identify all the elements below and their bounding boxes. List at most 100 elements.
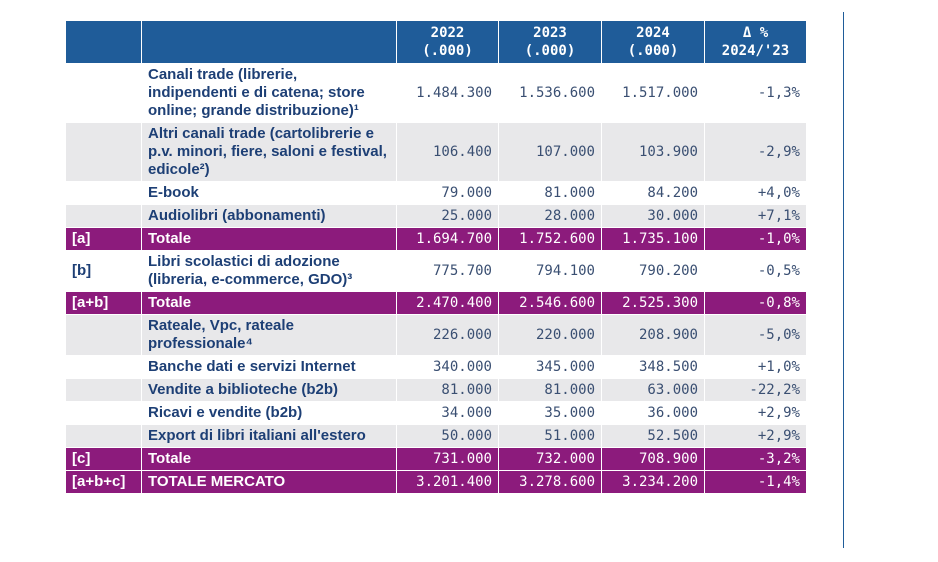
row-value: 52.500 <box>601 424 705 448</box>
table-row: Rateale, Vpc, rateale professionale⁴ 226.… <box>65 314 807 356</box>
row-label: Altri canali trade (cartolibrerie e p.v.… <box>141 122 397 182</box>
row-value: 2.546.600 <box>498 291 602 315</box>
header-row: 2022 (.000) 2023 (.000) 2024 (.000) Δ % 2024/'2… <box>65 20 807 64</box>
row-value: -0,8% <box>704 291 807 315</box>
table-row: [b] Libri scolastici di adozione (libreri… <box>65 250 807 292</box>
row-value: 348.500 <box>601 355 705 379</box>
row-label: Ricavi e vendite (b2b) <box>141 401 397 425</box>
table-row: [a] Totale 1.694.700 1.752.600 1.735.100 -1,0… <box>65 227 807 251</box>
row-value: 51.000 <box>498 424 602 448</box>
row-value: -5,0% <box>704 314 807 356</box>
row-value: 103.900 <box>601 122 705 182</box>
table-row: [c] Totale 731.000 732.000 708.900 -3,2% <box>65 447 807 471</box>
row-code <box>65 401 142 425</box>
table-row: [a+b+c] TOTALE MERCATO 3.201.400 3.278.600 3… <box>65 470 807 494</box>
row-value: 1.735.100 <box>601 227 705 251</box>
header-cell: 2024 (.000) <box>601 20 705 64</box>
row-label: TOTALE MERCATO <box>141 470 397 494</box>
header-unit: (.000) <box>422 43 473 59</box>
row-value: -1,0% <box>704 227 807 251</box>
row-value: 3.201.400 <box>396 470 499 494</box>
row-value: 28.000 <box>498 204 602 228</box>
row-value: 3.234.200 <box>601 470 705 494</box>
row-value: +4,0% <box>704 181 807 205</box>
row-label: Totale <box>141 227 397 251</box>
row-value: 2.525.300 <box>601 291 705 315</box>
header-cell: Δ % 2024/'23 <box>704 20 807 64</box>
row-value: 790.200 <box>601 250 705 292</box>
row-value: 106.400 <box>396 122 499 182</box>
row-value: 34.000 <box>396 401 499 425</box>
row-label: Totale <box>141 447 397 471</box>
table-row: Audiolibri (abbonamenti) 25.000 28.000 30.0… <box>65 204 807 228</box>
row-code <box>65 424 142 448</box>
header-blank <box>65 20 142 64</box>
row-value: 36.000 <box>601 401 705 425</box>
row-label: Vendite a biblioteche (b2b) <box>141 378 397 402</box>
row-label: Totale <box>141 291 397 315</box>
row-value: 775.700 <box>396 250 499 292</box>
row-value: 732.000 <box>498 447 602 471</box>
row-value: 340.000 <box>396 355 499 379</box>
row-value: +7,1% <box>704 204 807 228</box>
row-value: -3,2% <box>704 447 807 471</box>
row-value: -1,3% <box>704 63 807 123</box>
row-code <box>65 181 142 205</box>
table-row: E-book 79.000 81.000 84.200 +4,0% <box>65 181 807 205</box>
table-row: [a+b] Totale 2.470.400 2.546.600 2.525.300 -0… <box>65 291 807 315</box>
row-value: +2,9% <box>704 424 807 448</box>
row-code <box>65 314 142 356</box>
row-code: [c] <box>65 447 142 471</box>
row-code: [b] <box>65 250 142 292</box>
row-value: 708.900 <box>601 447 705 471</box>
row-value: 30.000 <box>601 204 705 228</box>
row-code <box>65 378 142 402</box>
row-value: 81.000 <box>498 378 602 402</box>
row-value: 731.000 <box>396 447 499 471</box>
row-value: 81.000 <box>498 181 602 205</box>
row-value: 79.000 <box>396 181 499 205</box>
header-year: Δ % <box>742 25 769 41</box>
table-row: Vendite a biblioteche (b2b) 81.000 81.000 6… <box>65 378 807 402</box>
row-value: 220.000 <box>498 314 602 356</box>
row-label: Export di libri italiani all'estero <box>141 424 397 448</box>
header-year: 2024 <box>636 25 670 41</box>
row-value: 794.100 <box>498 250 602 292</box>
row-code: [a+b+c] <box>65 470 142 494</box>
row-value: -0,5% <box>704 250 807 292</box>
row-value: 107.000 <box>498 122 602 182</box>
row-value: -1,4% <box>704 470 807 494</box>
row-value: 1.694.700 <box>396 227 499 251</box>
row-label: Audiolibri (abbonamenti) <box>141 204 397 228</box>
row-value: 1.517.000 <box>601 63 705 123</box>
row-value: 50.000 <box>396 424 499 448</box>
row-value: 1.536.600 <box>498 63 602 123</box>
row-value: +1,0% <box>704 355 807 379</box>
row-label: E-book <box>141 181 397 205</box>
table-row: Canali trade (librerie, indipendenti e d… <box>65 63 807 123</box>
row-value: 63.000 <box>601 378 705 402</box>
row-code <box>65 122 142 182</box>
row-value: 25.000 <box>396 204 499 228</box>
divider <box>843 12 844 548</box>
header-unit: (.000) <box>627 43 679 59</box>
table-row: Banche dati e servizi Internet 340.000 345… <box>65 355 807 379</box>
row-value: 226.000 <box>396 314 499 356</box>
row-value: 84.200 <box>601 181 705 205</box>
header-blank <box>141 20 397 64</box>
table-row: Export di libri italiani all'estero 50.00… <box>65 424 807 448</box>
header-cell: 2022 (.000) <box>396 20 499 64</box>
row-value: -22,2% <box>704 378 807 402</box>
row-code <box>65 63 142 123</box>
row-label: Banche dati e servizi Internet <box>141 355 397 379</box>
row-code <box>65 355 142 379</box>
header-unit: (.000) <box>524 43 576 59</box>
header-cell: 2023 (.000) <box>498 20 602 64</box>
header-year: 2022 <box>430 25 465 41</box>
row-label: Libri scolastici di adozione (libreria, … <box>141 250 397 292</box>
row-code <box>65 204 142 228</box>
row-code: [a+b] <box>65 291 142 315</box>
row-value: 1.484.300 <box>396 63 499 123</box>
row-value: +2,9% <box>704 401 807 425</box>
